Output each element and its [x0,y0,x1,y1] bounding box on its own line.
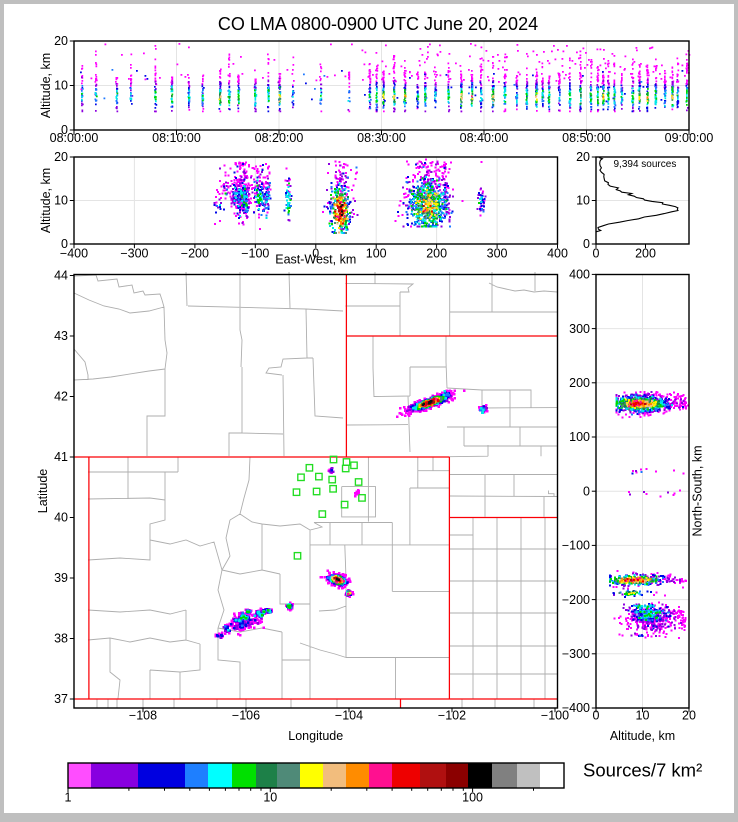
svg-text:−106: −106 [232,709,260,723]
svg-text:08:10:00: 08:10:00 [152,131,201,145]
svg-text:−300: −300 [562,647,590,661]
svg-text:38: 38 [54,632,68,646]
svg-text:−102: −102 [438,709,466,723]
svg-text:10: 10 [54,79,68,93]
svg-text:Altitude, km: Altitude, km [39,53,53,118]
svg-text:Latitude: Latitude [36,469,50,514]
svg-text:40: 40 [54,511,68,525]
svg-text:CO LMA 0800-0900 UTC June 20,: CO LMA 0800-0900 UTC June 20, 2024 [218,14,538,34]
svg-text:20: 20 [54,150,68,164]
svg-text:Altitude, km: Altitude, km [610,729,675,743]
svg-text:0: 0 [61,123,68,137]
svg-text:08:20:00: 08:20:00 [255,131,304,145]
svg-text:08:30:00: 08:30:00 [357,131,406,145]
svg-text:10: 10 [636,709,650,723]
svg-text:−200: −200 [181,247,209,261]
svg-text:400: 400 [569,268,590,282]
svg-text:0: 0 [593,709,600,723]
svg-text:08:50:00: 08:50:00 [562,131,611,145]
svg-text:−300: −300 [120,247,148,261]
svg-text:39: 39 [54,571,68,585]
svg-text:100: 100 [569,430,590,444]
svg-text:20: 20 [54,34,68,48]
svg-text:44: 44 [54,269,68,283]
svg-text:1: 1 [65,791,72,805]
svg-text:Longitude: Longitude [288,729,343,743]
svg-text:09:00:00: 09:00:00 [665,131,714,145]
svg-text:20: 20 [682,709,696,723]
svg-text:9,394 sources: 9,394 sources [614,159,677,170]
svg-text:10: 10 [54,194,68,208]
svg-text:20: 20 [576,150,590,164]
svg-text:Altitude, km: Altitude, km [39,168,53,233]
svg-text:43: 43 [54,329,68,343]
svg-text:10: 10 [263,791,277,805]
svg-text:200: 200 [569,376,590,390]
svg-text:0: 0 [61,237,68,251]
svg-text:42: 42 [54,390,68,404]
svg-text:100: 100 [462,791,483,805]
svg-text:300: 300 [487,247,508,261]
svg-text:−200: −200 [562,593,590,607]
svg-text:37: 37 [54,692,68,706]
svg-text:41: 41 [54,450,68,464]
svg-text:0: 0 [312,247,319,261]
svg-text:400: 400 [547,247,568,261]
svg-text:North-South, km: North-South, km [691,445,705,536]
svg-text:0: 0 [583,484,590,498]
svg-text:−108: −108 [129,709,157,723]
svg-text:100: 100 [366,247,387,261]
svg-text:−400: −400 [562,701,590,715]
svg-text:200: 200 [426,247,447,261]
svg-text:0: 0 [583,237,590,251]
svg-text:08:40:00: 08:40:00 [460,131,509,145]
svg-text:−104: −104 [335,709,363,723]
svg-text:0: 0 [593,247,600,261]
svg-text:300: 300 [569,322,590,336]
svg-text:−400: −400 [60,247,88,261]
svg-text:10: 10 [576,194,590,208]
svg-text:−100: −100 [562,539,590,553]
svg-text:−100: −100 [241,247,269,261]
svg-text:200: 200 [635,247,656,261]
svg-text:08:00:00: 08:00:00 [50,131,99,145]
svg-text:Sources/7 km²: Sources/7 km² [583,760,702,781]
svg-text:East-West, km: East-West, km [275,253,356,267]
svg-text:−100: −100 [541,709,569,723]
